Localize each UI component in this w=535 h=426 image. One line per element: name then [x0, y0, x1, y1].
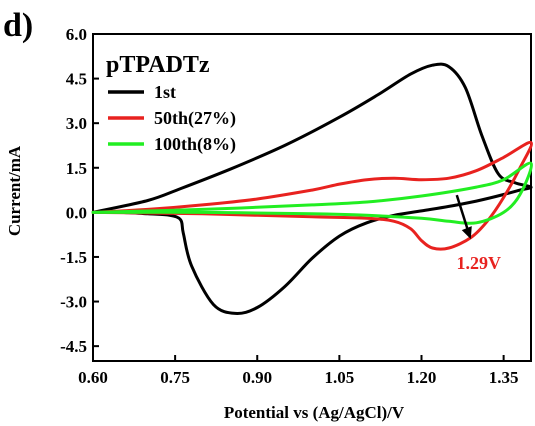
series-line-2: [91, 140, 533, 251]
x-tick-label: 0.90: [242, 368, 272, 387]
x-tick-label: 0.75: [160, 368, 190, 387]
annotation-label: 1.29V: [457, 253, 502, 273]
legend-label-3: 100th(8%): [154, 134, 236, 155]
x-tick-label: 1.05: [325, 368, 355, 387]
y-axis-label: Current/mA: [5, 145, 24, 236]
x-tick-label: 0.60: [78, 368, 108, 387]
y-tick-label: 0.0: [66, 203, 87, 222]
y-tick-label: -3.0: [60, 293, 87, 312]
y-tick-label: 4.5: [66, 70, 87, 89]
y-tick-label: 6.0: [66, 25, 87, 44]
series-line-3: [91, 161, 533, 225]
series-line-1: [91, 62, 533, 315]
panel-label: d): [3, 7, 33, 44]
legend-label-2: 50th(27%): [154, 108, 236, 129]
annotation-arrow-shaft: [455, 194, 470, 234]
y-tick-label: -1.5: [60, 248, 87, 267]
y-tick-label: 3.0: [66, 114, 87, 133]
legend-title: pTPADTz: [106, 52, 210, 78]
x-axis-label: Potential vs (Ag/AgCl)/V: [224, 403, 405, 422]
y-tick-label: 1.5: [66, 159, 87, 178]
plot-frame: [92, 33, 532, 362]
annotation-arrow-head: [461, 226, 472, 240]
y-tick-label: -4.5: [60, 337, 87, 356]
legend-label-1: 1st: [154, 82, 176, 102]
x-tick-label: 1.35: [489, 368, 519, 387]
x-tick-label: 1.20: [407, 368, 437, 387]
